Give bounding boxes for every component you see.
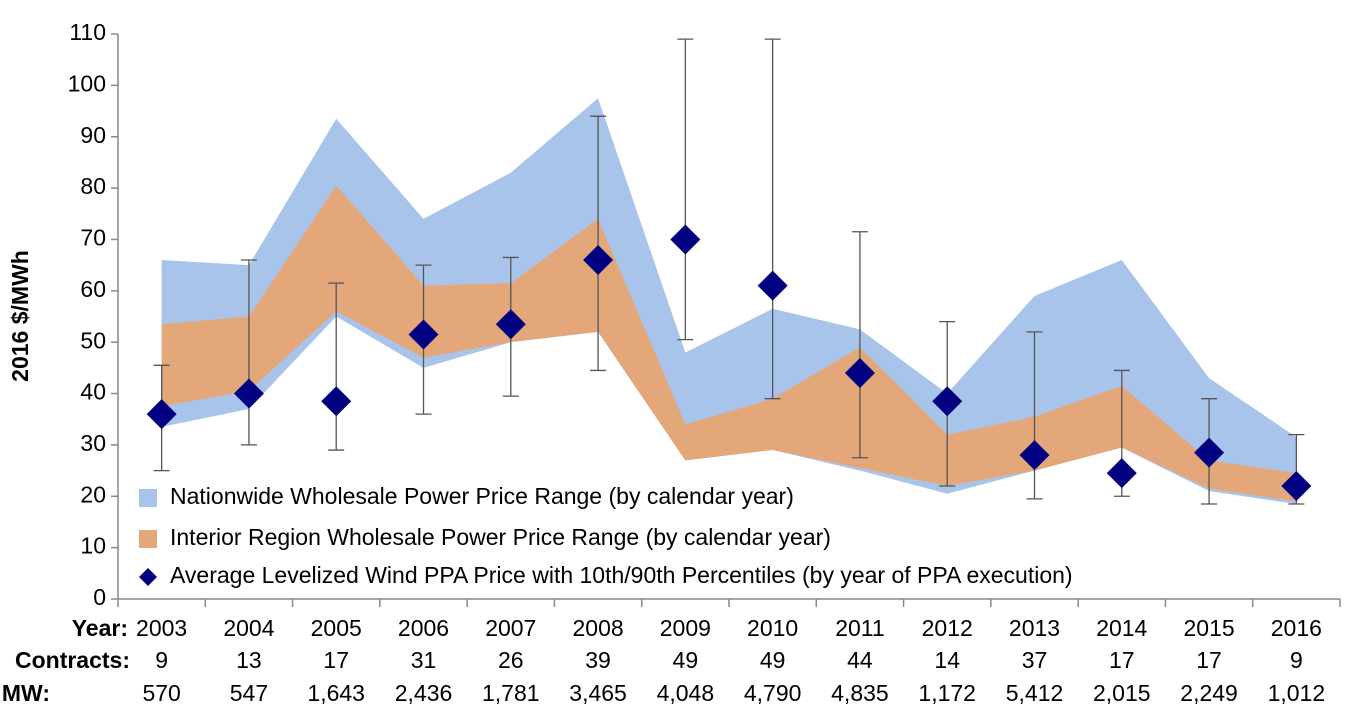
x-tick-label: 2009 — [660, 615, 711, 641]
y-tick-label: 0 — [93, 584, 106, 610]
row-value: 13 — [236, 647, 262, 673]
row-value: 2,249 — [1180, 680, 1238, 706]
ppa-marker — [844, 358, 875, 388]
ppa-marker — [146, 399, 177, 430]
error-bar — [328, 282, 345, 451]
x-tick-label: 2011 — [835, 615, 884, 641]
ppa-marker — [321, 386, 352, 417]
ppa-marker — [670, 224, 701, 255]
row-value: 1,012 — [1268, 680, 1326, 706]
legend-swatch — [139, 530, 157, 548]
x-tick-label: 2007 — [485, 615, 536, 641]
row-value: 31 — [411, 647, 437, 673]
x-tick-label: 2016 — [1271, 615, 1322, 641]
row-value: 2,436 — [395, 680, 453, 706]
ppa-marker — [1194, 437, 1225, 468]
row-value: 547 — [230, 680, 268, 706]
row-value: 1,172 — [918, 680, 976, 706]
row-value: 9 — [155, 647, 168, 673]
row-label: MW: — [2, 680, 50, 706]
row-value: 570 — [142, 680, 180, 706]
y-axis-label: 2016 $/MWh — [7, 250, 33, 382]
ppa-marker — [1106, 458, 1137, 489]
legend-marker — [139, 568, 157, 586]
x-tick-label: 2012 — [922, 615, 973, 641]
y-tick-label: 10 — [80, 533, 106, 559]
x-tick-label: 2008 — [572, 615, 623, 641]
error-bar — [677, 38, 694, 341]
legend-label: Average Levelized Wind PPA Price with 10… — [170, 562, 1073, 588]
row-value: 44 — [847, 647, 873, 673]
row-value: 26 — [498, 647, 524, 673]
y-tick-label: 100 — [68, 70, 106, 96]
x-tick-label: 2015 — [1183, 615, 1234, 641]
row-label: Contracts: — [15, 647, 130, 673]
row-label: Year: — [72, 615, 128, 641]
x-tick-label: 2014 — [1096, 615, 1147, 641]
y-tick-label: 30 — [80, 430, 106, 456]
y-tick-label: 50 — [80, 327, 106, 353]
row-value: 3,465 — [569, 680, 627, 706]
legend-label: Nationwide Wholesale Power Price Range (… — [170, 483, 794, 509]
x-tick-label: 2006 — [398, 615, 449, 641]
row-value: 5,412 — [1006, 680, 1064, 706]
x-tick-label: 2013 — [1009, 615, 1060, 641]
y-tick-label: 110 — [69, 19, 106, 45]
error-bar — [1026, 331, 1043, 500]
error-bar — [240, 259, 257, 446]
row-value: 49 — [760, 647, 786, 673]
ppa-marker — [1281, 471, 1312, 501]
row-value: 17 — [323, 647, 349, 673]
x-tick-label: 2004 — [223, 615, 274, 641]
y-tick-label: 20 — [80, 481, 106, 507]
row-value: 1,781 — [482, 680, 540, 706]
y-tick-label: 70 — [80, 225, 106, 251]
y-tick-label: 40 — [80, 379, 106, 405]
row-value: 1,643 — [307, 680, 365, 706]
error-bar — [851, 231, 868, 459]
legend-swatch — [139, 489, 157, 507]
row-value: 37 — [1022, 647, 1048, 673]
ppa-marker — [233, 378, 264, 409]
row-value: 49 — [673, 647, 699, 673]
row-value: 17 — [1109, 647, 1135, 673]
y-tick-label: 90 — [80, 122, 106, 148]
ppa-marker — [1019, 440, 1050, 471]
row-value: 4,048 — [657, 680, 715, 706]
y-tick-label: 80 — [80, 173, 106, 199]
row-value: 14 — [934, 647, 960, 673]
x-tick-label: 2005 — [311, 615, 362, 641]
range-area — [161, 98, 1297, 504]
row-value: 4,835 — [831, 680, 889, 706]
ppa-marker — [757, 270, 788, 301]
legend-label: Interior Region Wholesale Power Price Ra… — [170, 524, 831, 550]
x-tick-label: 2010 — [747, 615, 798, 641]
error-bar — [590, 115, 607, 372]
range-area — [161, 185, 1297, 502]
x-tick-label: 2003 — [136, 615, 187, 641]
ppa-marker — [932, 386, 963, 417]
row-value: 17 — [1196, 647, 1222, 673]
y-tick-label: 60 — [80, 276, 106, 302]
error-bar — [764, 38, 781, 400]
row-value: 2,015 — [1093, 680, 1151, 706]
row-value: 39 — [585, 647, 611, 673]
ppa-marker — [583, 245, 614, 275]
ppa-marker — [408, 319, 439, 350]
ppa-marker — [495, 309, 526, 340]
row-value: 4,790 — [744, 680, 802, 706]
row-value: 9 — [1290, 647, 1303, 673]
